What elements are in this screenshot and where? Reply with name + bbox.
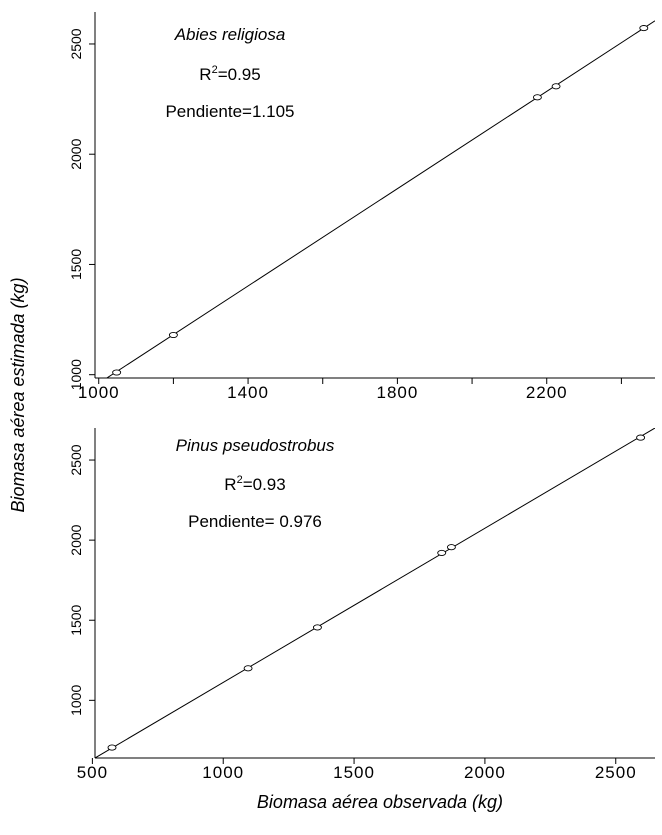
slope-label: Pendiente=1.105 xyxy=(165,102,294,121)
r2-label: R2=0.95 xyxy=(199,64,260,84)
species-label: Pinus pseudostrobus xyxy=(176,436,335,455)
fit-line-group xyxy=(95,428,655,758)
y-tick-label: 1500 xyxy=(68,249,84,280)
y-tick-label: 1500 xyxy=(68,604,84,635)
data-point xyxy=(243,665,253,672)
x-tick-label: 1400 xyxy=(227,383,269,402)
x-tick-label: 2500 xyxy=(595,763,637,782)
data-point xyxy=(107,744,117,751)
y-tick-label: 2000 xyxy=(68,138,84,169)
species-label: Abies religiosa xyxy=(174,25,286,44)
fit-line xyxy=(95,428,655,758)
x-tick-label: 1000 xyxy=(78,383,120,402)
y-tick-label: 2500 xyxy=(68,444,84,475)
fit-line-group xyxy=(105,20,655,378)
y-tick-label: 2000 xyxy=(68,524,84,555)
data-point xyxy=(112,369,122,376)
x-axis-label: Biomasa aérea observada (kg) xyxy=(257,792,503,812)
x-tick-label: 2200 xyxy=(526,383,568,402)
fit-line xyxy=(105,20,655,378)
x-tick-label: 500 xyxy=(77,763,108,782)
data-point xyxy=(636,434,646,441)
data-point xyxy=(532,94,542,101)
y-tick-label: 2500 xyxy=(68,28,84,59)
r2-label: R2=0.93 xyxy=(224,474,285,494)
y-tick-label: 1000 xyxy=(68,685,84,716)
data-point xyxy=(168,331,178,339)
x-tick-label: 2000 xyxy=(464,763,506,782)
x-tick-label: 1800 xyxy=(376,383,418,402)
panel-abies-religiosa: 1000 1500 2000 2500 1000 1400 1800 2200 Abies re… xyxy=(68,12,655,402)
slope-label: Pendiente= 0.976 xyxy=(188,512,322,531)
data-point xyxy=(551,83,561,90)
data-point xyxy=(312,624,322,631)
panel-pinus-pseudostrobus: 1000 1500 2000 2500 500 1000 1500 2000 2500 Pinus… xyxy=(68,428,655,782)
x-tick-label: 1500 xyxy=(333,763,375,782)
data-point xyxy=(446,544,456,551)
y-tick-label: 1000 xyxy=(68,359,84,390)
x-tick-label: 1000 xyxy=(202,763,244,782)
data-point xyxy=(437,549,447,557)
y-axis-label: Biomasa aérea estimada (kg) xyxy=(8,277,28,512)
data-point xyxy=(639,25,649,32)
